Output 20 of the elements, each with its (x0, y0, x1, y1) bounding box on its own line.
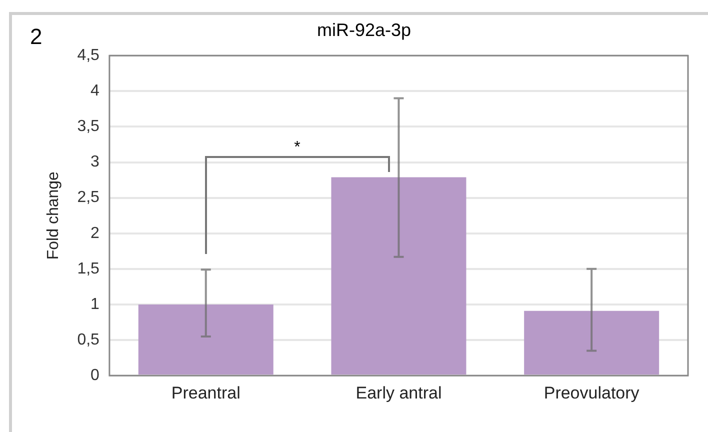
annotation: * (294, 139, 300, 156)
y-tick-label: 2 (90, 224, 100, 242)
y-tick-label: 4 (90, 82, 100, 100)
y-tick-label: 1 (90, 296, 100, 313)
bar (331, 177, 466, 375)
y-axis-title: Fold change (45, 171, 62, 260)
y-tick-label: 0 (90, 367, 100, 384)
bar (524, 310, 660, 375)
y-tick-label: 3,5 (77, 118, 100, 136)
bar (138, 304, 274, 375)
x-tick-label: Preovulatory (544, 383, 640, 402)
x-tick-label: Early antral (356, 383, 442, 402)
y-tick-label: 1,5 (77, 260, 100, 278)
chart-title: miR-92a-3p (316, 20, 412, 40)
text: 2 (30, 24, 42, 50)
y-tick-label: 4,5 (77, 47, 100, 64)
y-tick-label: 0,5 (77, 331, 100, 348)
y-tick-label: 2,5 (77, 189, 100, 206)
x-tick-label: Preantral (171, 383, 240, 402)
y-tick-label: 3 (90, 154, 100, 171)
